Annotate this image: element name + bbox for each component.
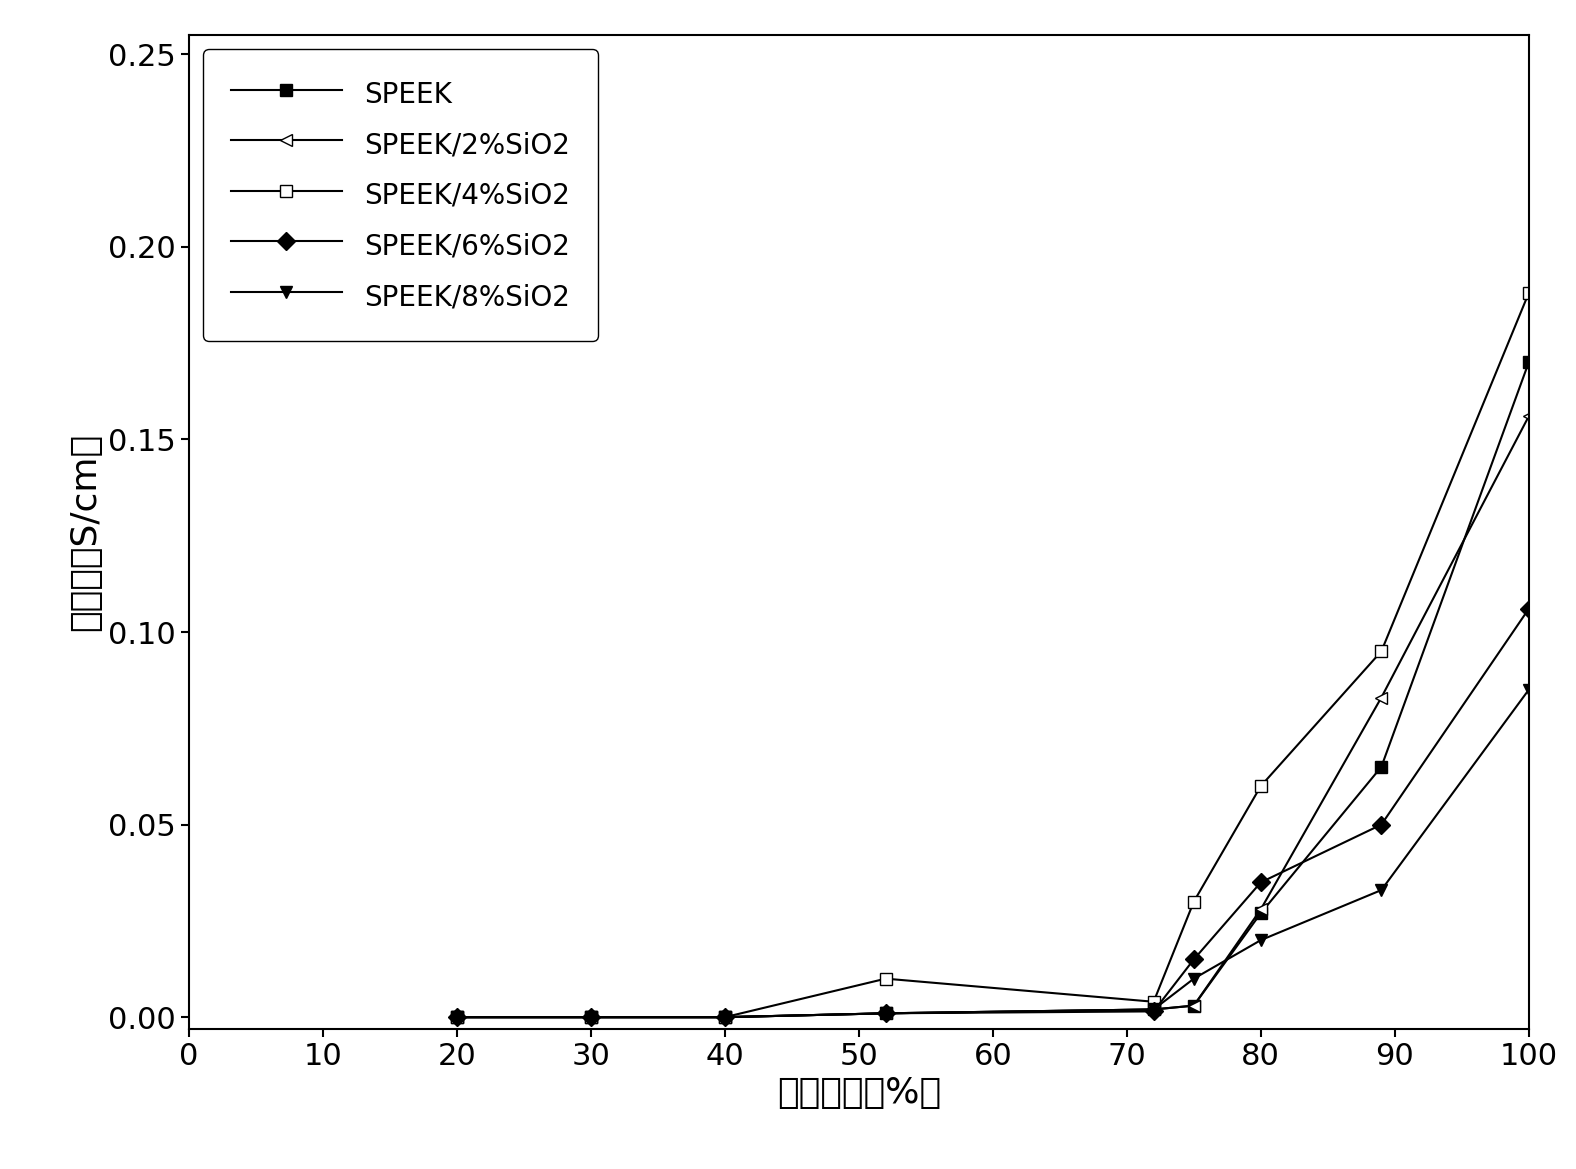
SPEEK/2%SiO2 [1251, 902, 1270, 916]
SPEEK [1185, 998, 1204, 1012]
SPEEK/4%SiO2 [716, 1010, 734, 1024]
SPEEK/8%SiO2 [582, 1010, 600, 1024]
Line: SPEEK/6%SiO2: SPEEK/6%SiO2 [451, 603, 1535, 1023]
SPEEK/8%SiO2 [1371, 883, 1390, 897]
SPEEK/2%SiO2 [876, 1007, 895, 1021]
SPEEK/6%SiO2 [716, 1010, 734, 1024]
SPEEK [1371, 760, 1390, 774]
SPEEK/6%SiO2 [1519, 602, 1538, 616]
SPEEK/4%SiO2 [876, 971, 895, 985]
SPEEK/8%SiO2 [716, 1010, 734, 1024]
SPEEK/6%SiO2 [448, 1010, 466, 1024]
SPEEK/6%SiO2 [1371, 817, 1390, 831]
SPEEK/6%SiO2 [1185, 953, 1204, 967]
SPEEK/2%SiO2 [582, 1010, 600, 1024]
SPEEK [876, 1007, 895, 1021]
SPEEK/2%SiO2 [1185, 998, 1204, 1012]
SPEEK/2%SiO2 [1519, 409, 1538, 423]
SPEEK/4%SiO2 [1251, 779, 1270, 793]
SPEEK/2%SiO2 [716, 1010, 734, 1024]
Line: SPEEK/4%SiO2: SPEEK/4%SiO2 [451, 286, 1535, 1023]
SPEEK/8%SiO2 [448, 1010, 466, 1024]
SPEEK/8%SiO2 [1519, 683, 1538, 697]
SPEEK [1519, 355, 1538, 369]
SPEEK/8%SiO2 [1251, 933, 1270, 947]
SPEEK/8%SiO2 [1185, 971, 1204, 985]
SPEEK/6%SiO2 [1251, 876, 1270, 890]
SPEEK [448, 1010, 466, 1024]
SPEEK/8%SiO2 [1144, 1003, 1163, 1017]
SPEEK/6%SiO2 [1144, 1004, 1163, 1018]
SPEEK/8%SiO2 [876, 1007, 895, 1021]
SPEEK/2%SiO2 [1371, 691, 1390, 705]
SPEEK/6%SiO2 [876, 1007, 895, 1021]
SPEEK/4%SiO2 [1519, 286, 1538, 300]
SPEEK/2%SiO2 [1144, 1003, 1163, 1017]
SPEEK/4%SiO2 [1371, 644, 1390, 658]
Y-axis label: 电导率（S/cm）: 电导率（S/cm） [69, 433, 102, 631]
X-axis label: 相对湿度（%）: 相对湿度（%） [777, 1077, 941, 1111]
Line: SPEEK/8%SiO2: SPEEK/8%SiO2 [451, 684, 1535, 1023]
SPEEK/6%SiO2 [582, 1010, 600, 1024]
SPEEK/4%SiO2 [1144, 995, 1163, 1009]
SPEEK [1144, 1003, 1163, 1017]
SPEEK [582, 1010, 600, 1024]
SPEEK [1251, 906, 1270, 920]
SPEEK [716, 1010, 734, 1024]
SPEEK/4%SiO2 [582, 1010, 600, 1024]
SPEEK/4%SiO2 [1185, 894, 1204, 908]
SPEEK/2%SiO2 [448, 1010, 466, 1024]
SPEEK/4%SiO2 [448, 1010, 466, 1024]
Line: SPEEK/2%SiO2: SPEEK/2%SiO2 [451, 410, 1535, 1023]
Line: SPEEK: SPEEK [451, 357, 1535, 1023]
Legend: SPEEK, SPEEK/2%SiO2, SPEEK/4%SiO2, SPEEK/6%SiO2, SPEEK/8%SiO2: SPEEK, SPEEK/2%SiO2, SPEEK/4%SiO2, SPEEK… [203, 49, 597, 340]
